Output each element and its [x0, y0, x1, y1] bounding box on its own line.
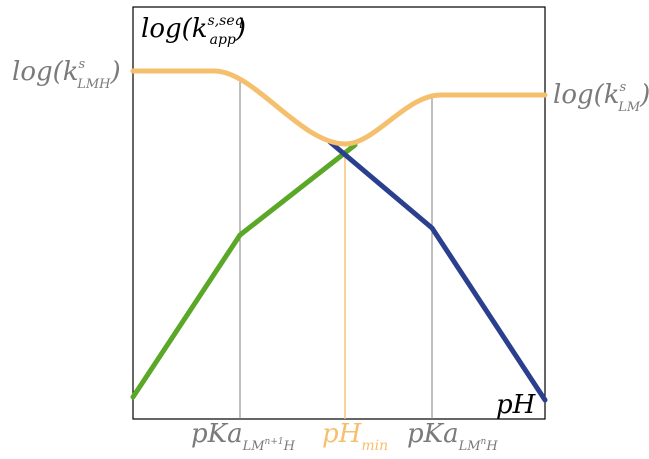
blue-curve: [327, 139, 548, 403]
green-curve: [130, 142, 358, 400]
phmin-label: pHmin: [322, 419, 388, 454]
y-axis-title: log(ks,seq app): [141, 13, 246, 48]
plot-frame: [132, 6, 546, 420]
left-plateau-label: log(ks LMH): [12, 57, 121, 92]
pka1-label: pKaLMn+1H: [191, 419, 296, 454]
x-axis-title: pH: [496, 390, 537, 420]
orange-curve: [130, 68, 548, 147]
pka2-label: pKaLMnH: [407, 419, 498, 454]
